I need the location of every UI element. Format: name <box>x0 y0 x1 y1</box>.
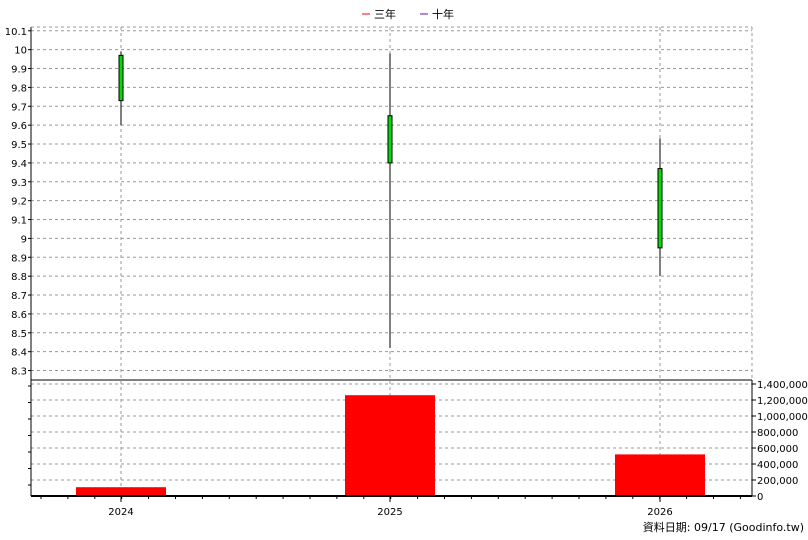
candle-body-2024 <box>118 54 124 102</box>
price-tick-label: 9.3 <box>11 178 27 189</box>
volume-tick-label: 1,400,000 <box>757 380 808 391</box>
price-tick-label: 10 <box>14 46 27 57</box>
data-date-footer: 資料日期: 09/17 (Goodinfo.tw) <box>642 521 804 534</box>
price-tick-label: 8.9 <box>11 253 27 264</box>
volume-bar-2024 <box>76 487 166 496</box>
candle-body-2026 <box>657 168 663 249</box>
candlesticks <box>118 51 663 348</box>
price-tick-label: 8.5 <box>11 329 27 340</box>
price-tick-labels: 10.1 10 9.9 9.8 9.7 9.6 9.5 9.4 9.3 9.2 9.1 9 8.9 8.8… <box>5 27 27 378</box>
price-tick-label: 8.3 <box>11 367 27 378</box>
year-tick-labels: 2024 2025 2026 <box>108 496 673 518</box>
price-tick-label: 8.4 <box>11 348 27 359</box>
price-tick-label: 9 <box>21 234 27 245</box>
volume-tick-label: 400,000 <box>757 460 798 471</box>
candle-body-2025 <box>387 115 393 164</box>
volume-tick-label: 0 <box>757 492 763 503</box>
price-tick-label: 8.6 <box>11 310 27 321</box>
price-tick-label: 8.8 <box>11 272 27 283</box>
price-tick-label: 9.2 <box>11 197 27 208</box>
volume-bar-2025 <box>345 395 435 496</box>
legend-label-0: 三年 <box>374 7 396 21</box>
volume-tick-label: 1,200,000 <box>757 396 808 407</box>
price-tick-label: 10.1 <box>5 27 27 38</box>
volume-bar-2026 <box>615 454 705 496</box>
volume-tick-labels: 0 200,000 400,000 600,000 800,000 1,000,000 1,… <box>757 380 808 503</box>
price-tick-label: 9.8 <box>11 83 27 94</box>
price-tick-label: 9.5 <box>11 140 27 151</box>
price-tick-label: 9.9 <box>11 65 27 76</box>
volume-tick-label: 200,000 <box>757 476 798 487</box>
year-label-2026: 2026 <box>647 507 672 518</box>
year-label-2024: 2024 <box>108 507 133 518</box>
volume-bars <box>76 395 705 496</box>
volume-tick-label: 600,000 <box>757 444 798 455</box>
axes <box>30 26 753 499</box>
price-tick-label: 8.7 <box>11 291 27 302</box>
volume-tick-label: 800,000 <box>757 428 798 439</box>
price-tick-label: 9.7 <box>11 102 27 113</box>
year-label-2025: 2025 <box>377 507 402 518</box>
price-tick-label: 9.6 <box>11 121 27 132</box>
volume-tick-label: 1,000,000 <box>757 412 808 423</box>
legend-label-1: 十年 <box>432 7 454 21</box>
price-tick-label: 9.4 <box>11 159 27 170</box>
price-tick-label: 9.1 <box>11 216 27 227</box>
legend: 三年 十年 <box>362 7 454 21</box>
